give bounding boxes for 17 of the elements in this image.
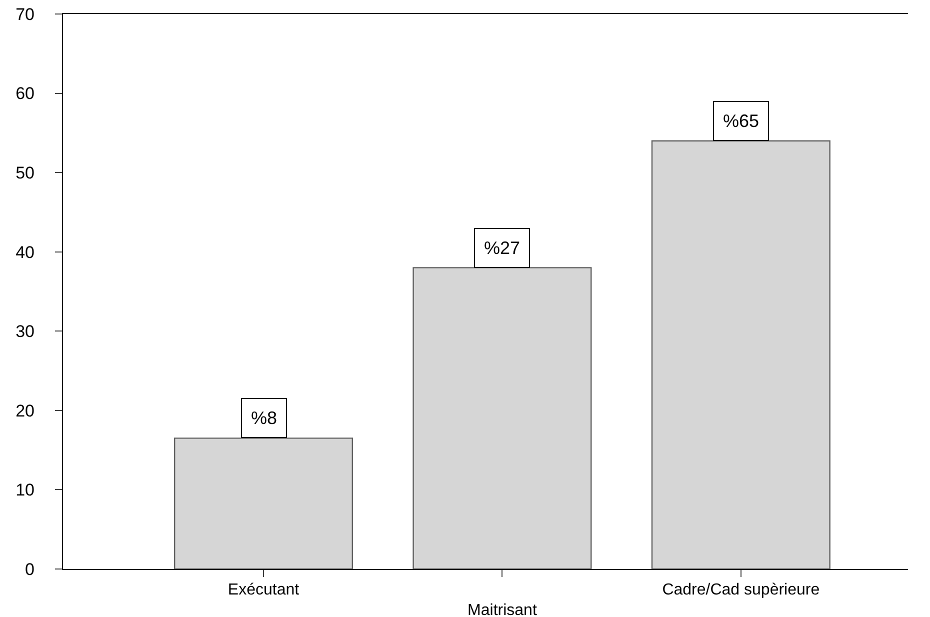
x-tick-label: Cadre/Cad supèrieure	[662, 581, 820, 598]
annotation: %8	[251, 408, 278, 428]
y-tick-label: 10	[16, 480, 34, 500]
y-tick-label: 30	[16, 322, 34, 342]
annotation: %65	[723, 111, 760, 131]
bar	[412, 267, 592, 569]
bar	[651, 140, 830, 569]
y-tick-label: 50	[16, 164, 34, 183]
y-tick-label: 60	[16, 84, 34, 104]
x-tick-label: Exécutant	[228, 581, 300, 598]
annotation: %27	[484, 238, 520, 258]
y-tick-label: 20	[16, 401, 34, 420]
y-tick-label: 40	[16, 242, 34, 262]
y-tick-label: 0	[25, 560, 34, 579]
y-tick-label: 70	[16, 4, 34, 24]
x-tick-label: Maitrisant	[468, 602, 538, 617]
bar	[174, 438, 354, 569]
